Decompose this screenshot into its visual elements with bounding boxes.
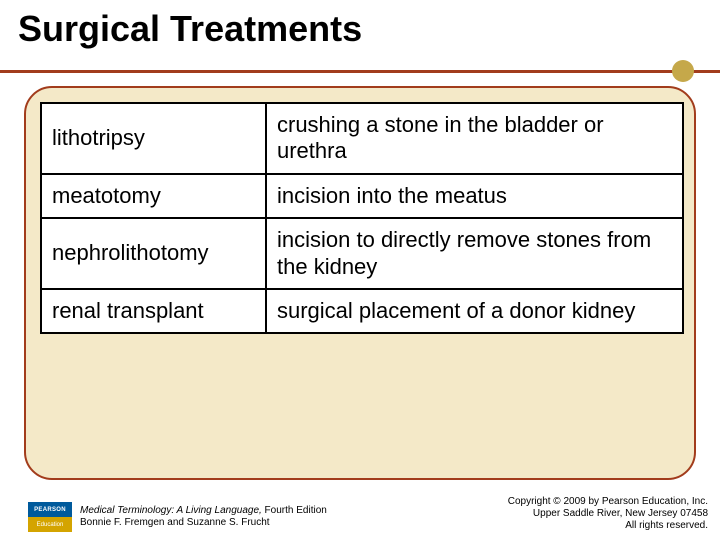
footer-left: PEARSON Education Medical Terminology: A… bbox=[28, 502, 327, 532]
footer: PEARSON Education Medical Terminology: A… bbox=[28, 488, 708, 532]
definition-cell: incision to directly remove stones from … bbox=[266, 218, 683, 289]
book-title: Medical Terminology: A Living Language, bbox=[80, 505, 262, 516]
logo-bot-text: Education bbox=[28, 517, 72, 532]
term-cell: renal transplant bbox=[41, 289, 266, 333]
slide-title: Surgical Treatments bbox=[18, 8, 362, 50]
slide: Surgical Treatments lithotripsy crushing… bbox=[0, 0, 720, 540]
book-edition: Fourth Edition bbox=[262, 505, 327, 516]
book-info: Medical Terminology: A Living Language, … bbox=[80, 505, 327, 529]
definitions-table: lithotripsy crushing a stone in the blad… bbox=[40, 102, 684, 334]
book-authors: Bonnie F. Fremgen and Suzanne S. Frucht bbox=[80, 517, 327, 529]
rule-line bbox=[0, 70, 720, 73]
logo-top-text: PEARSON bbox=[28, 502, 72, 517]
copyright-line: Copyright © 2009 by Pearson Education, I… bbox=[508, 496, 708, 508]
table-row: lithotripsy crushing a stone in the blad… bbox=[41, 103, 683, 174]
definition-cell: surgical placement of a donor kidney bbox=[266, 289, 683, 333]
title-rule bbox=[0, 58, 720, 88]
content-panel: lithotripsy crushing a stone in the blad… bbox=[24, 86, 696, 480]
term-cell: meatotomy bbox=[41, 174, 266, 218]
table-row: nephrolithotomy incision to directly rem… bbox=[41, 218, 683, 289]
copyright-line: Upper Saddle River, New Jersey 07458 bbox=[508, 508, 708, 520]
table-row: meatotomy incision into the meatus bbox=[41, 174, 683, 218]
term-cell: nephrolithotomy bbox=[41, 218, 266, 289]
table-row: renal transplant surgical placement of a… bbox=[41, 289, 683, 333]
footer-right: Copyright © 2009 by Pearson Education, I… bbox=[508, 496, 708, 532]
book-title-line: Medical Terminology: A Living Language, … bbox=[80, 505, 327, 517]
copyright-line: All rights reserved. bbox=[508, 520, 708, 532]
definition-cell: incision into the meatus bbox=[266, 174, 683, 218]
definition-cell: crushing a stone in the bladder or ureth… bbox=[266, 103, 683, 174]
publisher-logo-icon: PEARSON Education bbox=[28, 502, 72, 532]
term-cell: lithotripsy bbox=[41, 103, 266, 174]
rule-dot-icon bbox=[672, 60, 694, 82]
